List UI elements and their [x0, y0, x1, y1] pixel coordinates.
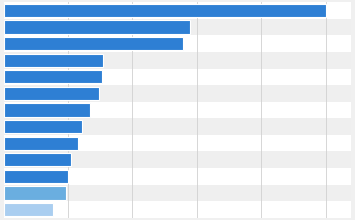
Bar: [4, 4, 326, 17]
Bar: [4, 52, 351, 69]
Bar: [4, 69, 351, 85]
Bar: [4, 118, 351, 135]
Bar: [4, 135, 351, 151]
Bar: [4, 102, 351, 118]
Bar: [4, 2, 351, 19]
Bar: [4, 54, 103, 67]
Bar: [4, 70, 102, 83]
Bar: [4, 20, 190, 34]
Bar: [4, 35, 351, 52]
Bar: [4, 186, 66, 200]
Bar: [4, 168, 351, 185]
Bar: [4, 170, 68, 183]
Bar: [4, 37, 183, 50]
Bar: [4, 185, 351, 201]
Bar: [4, 201, 351, 218]
Bar: [4, 87, 99, 100]
Bar: [4, 120, 82, 133]
Bar: [4, 203, 54, 216]
Bar: [4, 19, 351, 35]
Bar: [4, 85, 351, 102]
Bar: [4, 137, 78, 150]
Bar: [4, 151, 351, 168]
Bar: [4, 153, 71, 166]
Bar: [4, 103, 90, 117]
